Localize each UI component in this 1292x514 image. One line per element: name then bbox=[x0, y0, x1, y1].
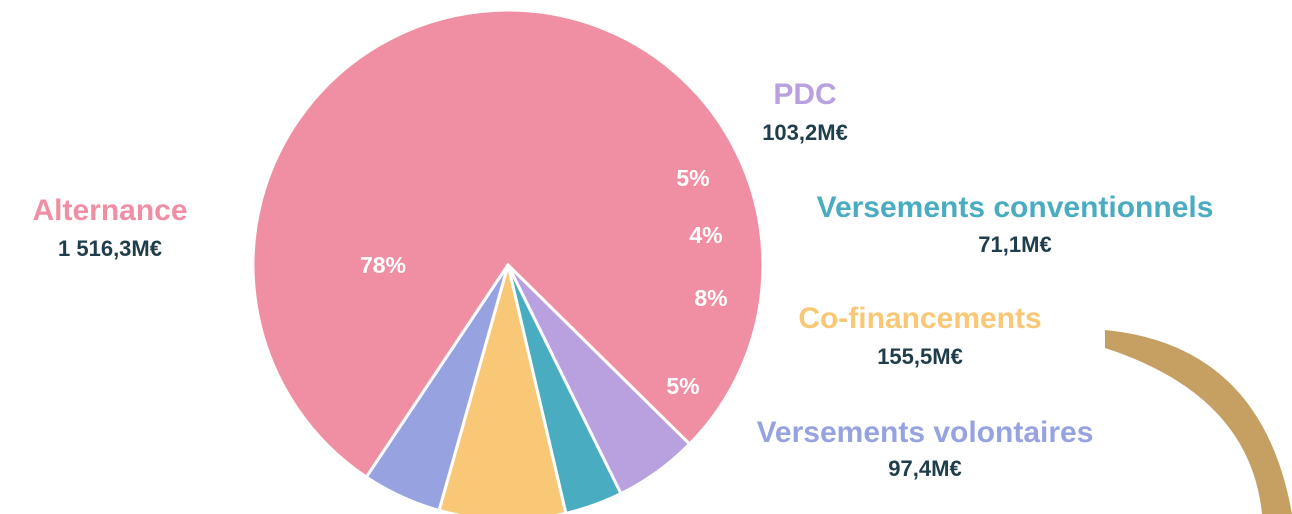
percent-label: 4% bbox=[689, 222, 722, 248]
category-label: Versements conventionnels bbox=[817, 191, 1214, 224]
pie-slice bbox=[364, 264, 510, 513]
value-label: 1 516,3M€ bbox=[58, 236, 162, 261]
percent-label: 5% bbox=[676, 165, 709, 191]
pie-slice bbox=[437, 264, 568, 514]
value-label: 71,1M€ bbox=[978, 232, 1051, 257]
value-label: 103,2M€ bbox=[762, 120, 848, 145]
pie-slice bbox=[251, 8, 765, 480]
decorative-arc bbox=[1105, 330, 1292, 514]
percent-label: 5% bbox=[666, 373, 699, 399]
value-label: 97,4M€ bbox=[888, 456, 961, 481]
percent-label: 8% bbox=[694, 285, 727, 311]
category-label: Versements volontaires bbox=[757, 416, 1094, 449]
category-label: PDC bbox=[773, 78, 836, 111]
percent-label: 78% bbox=[360, 252, 406, 278]
category-label: Alternance bbox=[32, 194, 187, 227]
category-label: Co-financements bbox=[798, 302, 1041, 335]
value-label: 155,5M€ bbox=[877, 344, 963, 369]
